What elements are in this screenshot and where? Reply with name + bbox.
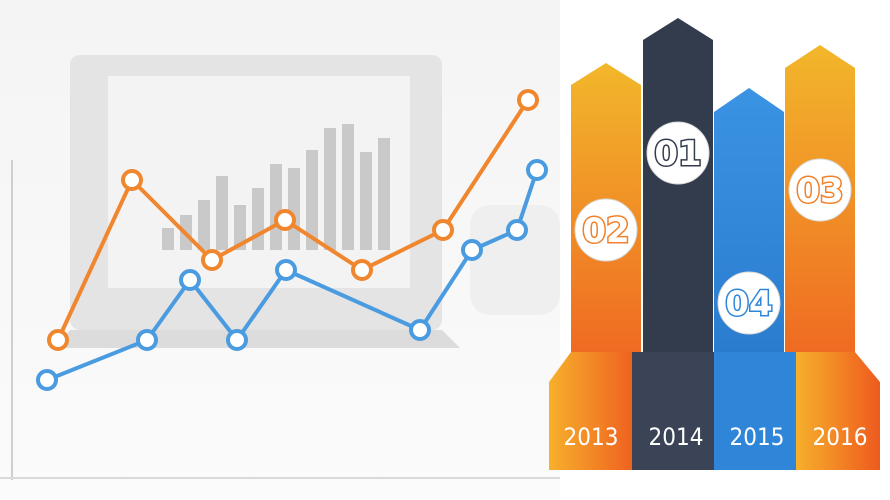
series-1-point-6 (432, 219, 454, 241)
badge-circle-03 (788, 158, 852, 222)
series-2-point-5 (275, 259, 297, 281)
series-2-point-1 (36, 369, 58, 391)
year-label-2013: 2013 (564, 423, 619, 451)
series-1-point-1 (47, 329, 69, 351)
year-label-2015: 2015 (730, 423, 785, 451)
series-1-point-4 (274, 209, 296, 231)
series-2-point-2 (136, 329, 158, 351)
badge-circle-04 (717, 271, 781, 335)
base-2014 (632, 352, 714, 470)
series-1-point-3 (201, 249, 223, 271)
badge-number-04: 04 (725, 284, 772, 324)
series-2-point-8 (506, 219, 528, 241)
badge-number-03: 03 (796, 171, 843, 211)
series-2-point-4 (226, 329, 248, 351)
base-2013 (549, 352, 641, 470)
badge-number-02: 02 (582, 211, 629, 251)
badge-number-01: 01 (654, 134, 701, 174)
series-1-point-5 (351, 259, 373, 281)
series-2-point-3 (179, 269, 201, 291)
series-1-point-7 (517, 89, 539, 111)
series-1-point-2 (121, 169, 143, 191)
base-2015 (714, 352, 796, 470)
year-label-2016: 2016 (813, 423, 868, 451)
series-2-point-9 (526, 159, 548, 181)
series-2-point-6 (409, 319, 431, 341)
base-2016 (796, 352, 880, 470)
arrow-2014 (643, 18, 713, 355)
year-label-2014: 2014 (649, 423, 704, 451)
badge-circle-01 (646, 121, 710, 185)
badge-circle-02 (574, 198, 638, 262)
series-2-point-7 (461, 239, 483, 261)
